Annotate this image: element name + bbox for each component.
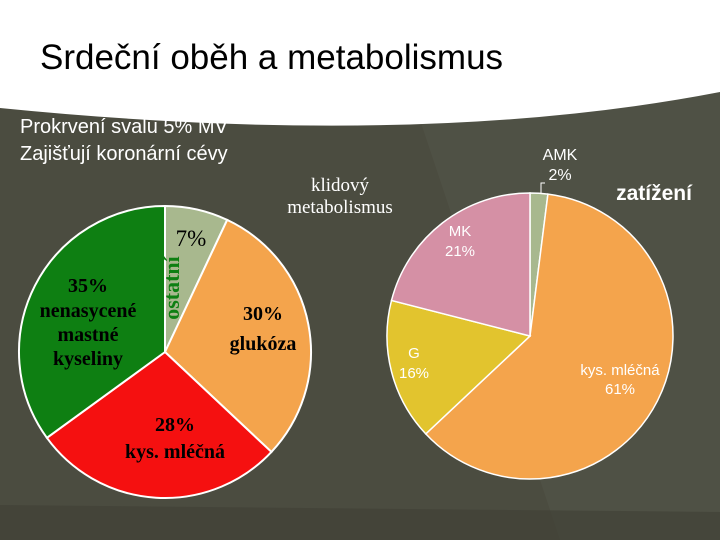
subtitle-line-1: Prokrvení svalu 5% MV: [20, 116, 228, 138]
label-right-amk-name: AMK: [543, 147, 578, 164]
label-left-mk-value: 35%: [68, 275, 108, 297]
label-left-title-2: metabolismus: [287, 197, 393, 218]
label-right-mk-name: MK: [449, 223, 472, 240]
slice-right-mk: [390, 192, 531, 337]
label-left-mlecna-name: kys. mléčná: [125, 441, 225, 463]
label-right-amk-value: 2%: [548, 167, 571, 184]
label-right-g-value: 16%: [399, 365, 429, 382]
slice-left-kys-mlecna: [45, 350, 273, 499]
title-band: [0, 0, 720, 126]
pie-left: klidový metabolismus 7% ostatní 30% gluk…: [18, 175, 393, 499]
slice-left-mastne-kyseliny: [18, 204, 166, 440]
pie-right: zatížení AMK 2% MK 21% G 16% kys. mléčná…: [386, 147, 693, 480]
label-left-title-1: klidový: [311, 175, 370, 196]
label-right-mk-value: 21%: [445, 243, 475, 260]
amk-leader-line: [540, 182, 545, 193]
slice-right-kys-mlecna: [424, 193, 674, 480]
label-left-ostatni-name: ostatní: [159, 255, 184, 319]
label-right-title: zatížení: [616, 182, 693, 205]
slice-right-g: [386, 299, 532, 435]
label-right-mlecna-value: 61%: [605, 381, 635, 398]
slice-left-glukoza: [163, 218, 312, 454]
label-left-mlecna-value: 28%: [155, 414, 195, 436]
label-left-glukoza-name: glukóza: [230, 333, 297, 355]
label-left-mk-name-2: mastné: [57, 324, 118, 346]
label-right-g-name: G: [408, 345, 420, 362]
subtitle-line-2: Zajišťují koronární cévy: [20, 143, 228, 165]
label-right-mlecna-name: kys. mléčná: [580, 362, 660, 379]
label-left-mk-name-3: kyseliny: [53, 348, 123, 370]
label-left-mk-name-1: nenasycené: [40, 300, 137, 322]
label-left-glukoza-value: 30%: [243, 303, 283, 325]
page-title: Srdeční oběh a metabolismus: [40, 38, 504, 77]
label-left-ostatni-value: 7%: [176, 226, 207, 251]
